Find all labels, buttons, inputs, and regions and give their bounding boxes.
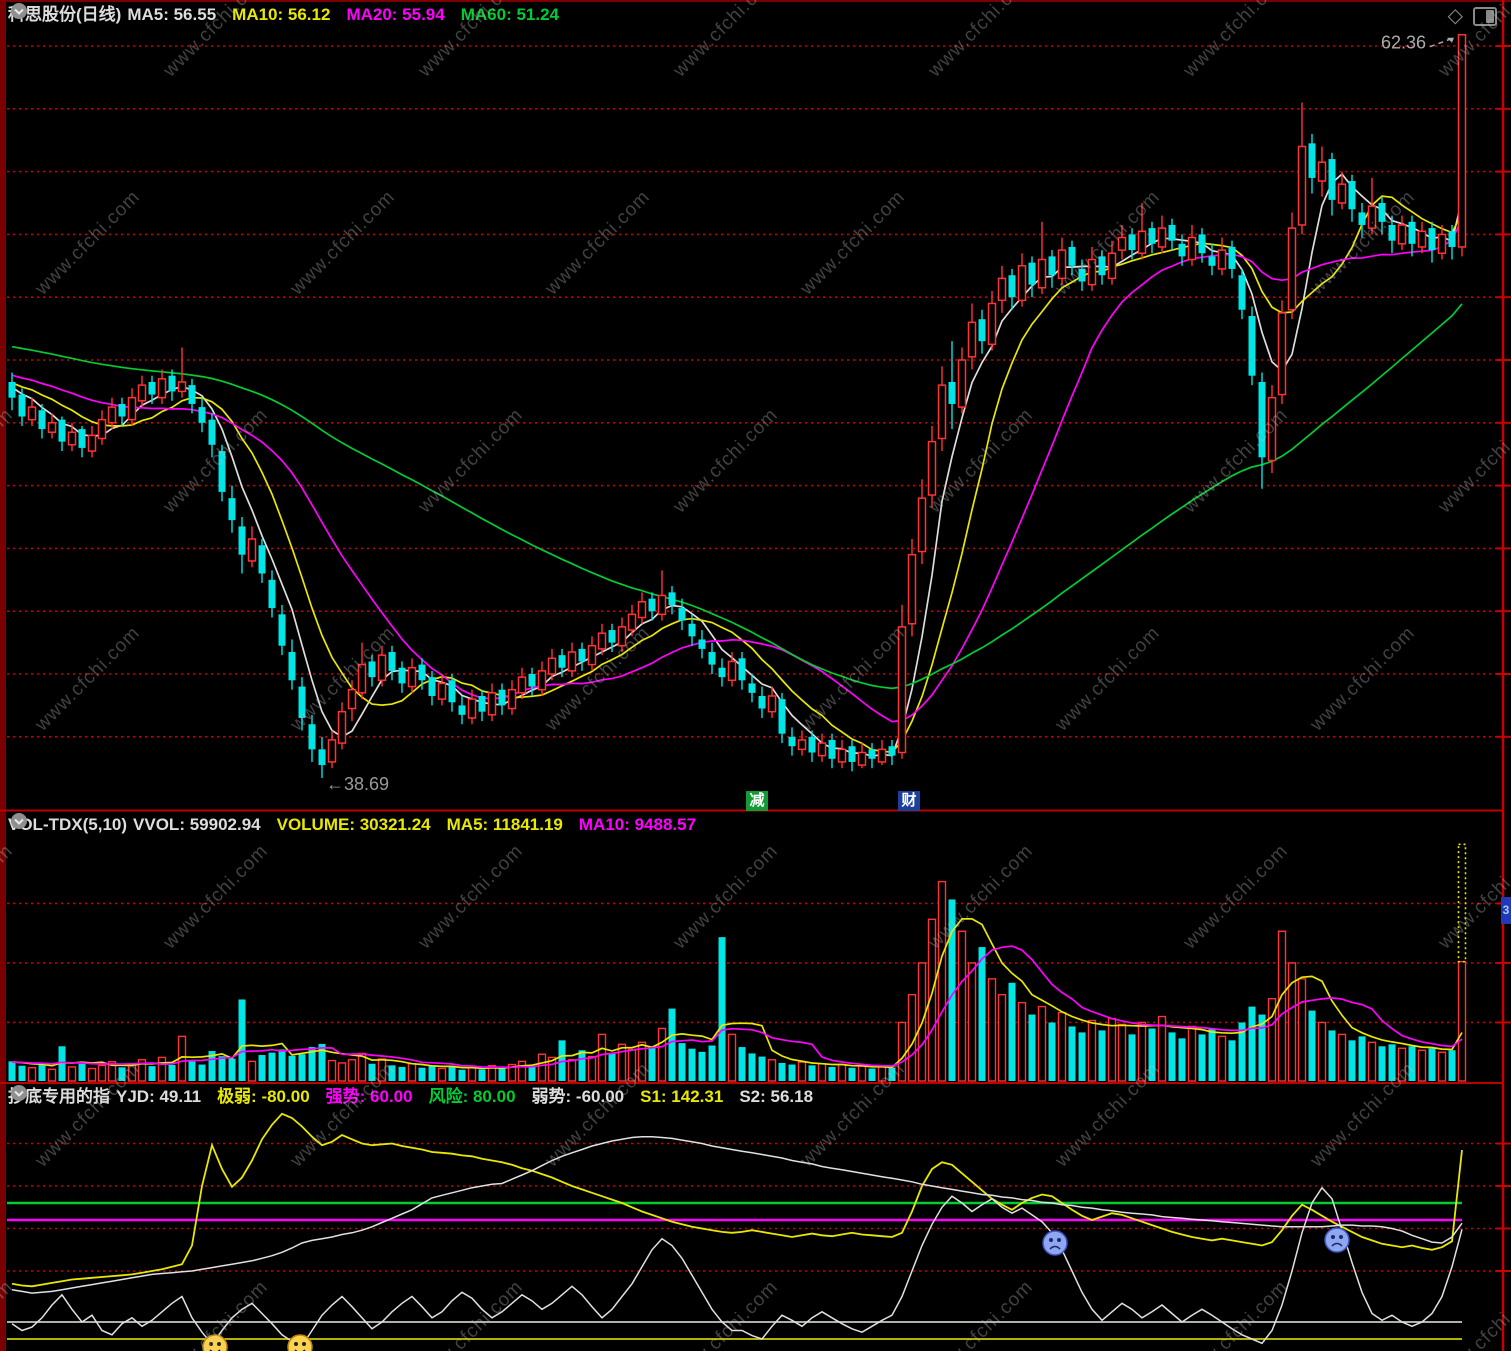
legend-item: S2: 56.18: [739, 1087, 814, 1106]
legend-item: 弱势: -60.00: [531, 1087, 625, 1106]
collapse-chevron-icon[interactable]: [10, 2, 28, 20]
legend-item: MA20: 55.94: [346, 5, 445, 24]
smile-face-signal-icon: [287, 1334, 313, 1351]
legend-item: 极弱: -80.00: [217, 1087, 310, 1106]
high-price-annotation: 62.36: [1381, 33, 1426, 53]
volume-panel[interactable]: [7, 843, 1496, 1082]
legend-item: S1: 142.31: [640, 1087, 724, 1106]
scroll-badge: 3: [1501, 897, 1511, 924]
indicator-name: 抄底专用的指: [8, 1087, 110, 1106]
volume-indicator-name: VOL-TDX(5,10): [8, 815, 128, 834]
legend-item: 风险: 80.00: [428, 1087, 516, 1106]
legend-item: 强势: 60.00: [325, 1087, 413, 1106]
indicator-panel[interactable]: [7, 1112, 1496, 1347]
diamond-icon[interactable]: ◇: [1447, 5, 1463, 27]
legend-item: MA10: 56.12: [232, 5, 331, 24]
sad-face-signal-icon: [1042, 1230, 1068, 1256]
legend-item: MA5: 56.55: [127, 5, 217, 24]
event-marker-badge[interactable]: 财: [898, 791, 920, 811]
legend-item: MA10: 9488.57: [578, 815, 697, 834]
stock-title: 科思股份(日线): [8, 5, 122, 24]
indicator-legend: YJD: 49.11 极弱: -80.00 强势: 60.00 风险: 80.00 弱势…: [116, 1084, 829, 1110]
event-marker-badge[interactable]: 减: [746, 791, 768, 811]
low-price-annotation: ←38.69: [326, 774, 389, 794]
legend-item: VVOL: 59902.94: [133, 815, 261, 834]
legend-item: MA60: 51.24: [460, 5, 559, 24]
collapse-chevron-icon[interactable]: [10, 812, 28, 830]
legend-item: MA5: 11841.19: [446, 815, 563, 834]
collapse-chevron-icon[interactable]: [10, 1084, 28, 1102]
sad-face-signal-icon: [1324, 1227, 1350, 1253]
main-chart-panel[interactable]: [7, 33, 1496, 778]
indicator-header: 抄底专用的指 YJD: 49.11 极弱: -80.00 强势: 60.00 风险: …: [8, 1084, 829, 1110]
volume-legend: VVOL: 59902.94 VOLUME: 30321.24 MA5: 11841…: [133, 812, 712, 838]
window-controls: ◇: [1448, 6, 1497, 26]
legend-item: YJD: 49.11: [116, 1087, 202, 1106]
main-chart-header: 科思股份(日线) MA5: 56.55 MA10: 56.12 MA20: 55.9…: [8, 2, 575, 28]
main-ma-legend: MA5: 56.55 MA10: 56.12 MA20: 55.94 MA60: 51…: [127, 2, 575, 28]
panel-toggle-icon[interactable]: [1473, 6, 1497, 26]
legend-item: VOLUME: 30321.24: [276, 815, 431, 834]
volume-header: VOL-TDX(5,10) VVOL: 59902.94 VOLUME: 3032…: [8, 812, 712, 838]
